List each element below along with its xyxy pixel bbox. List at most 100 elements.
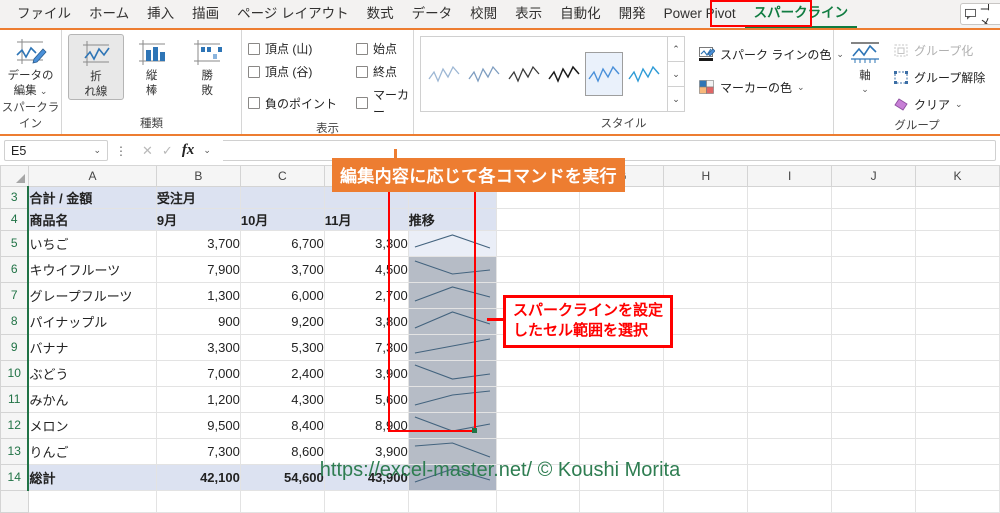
- cell-i9[interactable]: [747, 333, 833, 361]
- cell-c3[interactable]: [239, 185, 325, 209]
- menu-item-file[interactable]: ファイル: [17, 6, 71, 21]
- cell-i15[interactable]: [747, 489, 833, 513]
- cell-c12[interactable]: 8,400: [239, 411, 325, 439]
- insert-function-icon[interactable]: fx: [181, 142, 195, 158]
- cell-a10[interactable]: ぶどう: [27, 359, 157, 387]
- cell-k12[interactable]: [915, 411, 1000, 439]
- column-header-a[interactable]: A: [27, 166, 157, 187]
- cell-b12[interactable]: 9,500: [155, 411, 241, 439]
- cell-k14[interactable]: [915, 463, 1000, 491]
- cell-e13-sparkline[interactable]: [407, 437, 497, 465]
- menu-item-home[interactable]: ホーム: [89, 6, 130, 21]
- cell-j12[interactable]: [831, 411, 916, 439]
- gallery-more-button[interactable]: ⌄: [668, 87, 684, 111]
- cell-d11[interactable]: 5,600: [323, 385, 409, 413]
- cell-h11[interactable]: [663, 385, 749, 413]
- cell-b13[interactable]: 7,300: [155, 437, 241, 465]
- cell-i4[interactable]: [747, 207, 833, 231]
- style-thumb-1[interactable]: [425, 52, 463, 96]
- cell-h7[interactable]: [663, 281, 749, 309]
- cell-j4[interactable]: [831, 207, 916, 231]
- cell-a11[interactable]: みかん: [27, 385, 157, 413]
- row-header-11[interactable]: 11: [0, 385, 29, 413]
- column-header-h[interactable]: H: [663, 166, 749, 187]
- cell-g12[interactable]: [579, 411, 665, 439]
- column-header-i[interactable]: I: [747, 166, 833, 187]
- cell-h8[interactable]: [663, 307, 749, 335]
- cell-i14[interactable]: [747, 463, 833, 491]
- cell-e15[interactable]: [407, 489, 497, 513]
- cell-i8[interactable]: [747, 307, 833, 335]
- cell-e5-sparkline[interactable]: [407, 229, 497, 257]
- cell-h5[interactable]: [663, 229, 749, 257]
- cell-k4[interactable]: [915, 207, 1000, 231]
- cell-c5[interactable]: 6,700: [239, 229, 325, 257]
- edit-data-button[interactable]: データの 編集 ⌄: [6, 34, 55, 98]
- cell-d12[interactable]: 8,900: [323, 411, 409, 439]
- type-line-button[interactable]: 折 れ線: [68, 34, 124, 100]
- checkbox-markers[interactable]: マーカー: [356, 86, 418, 120]
- cell-i3[interactable]: [747, 185, 833, 209]
- cell-e12-sparkline[interactable]: [407, 411, 497, 439]
- cell-c11[interactable]: 4,300: [239, 385, 325, 413]
- cell-a13[interactable]: りんご: [27, 437, 157, 465]
- cancel-formula-icon[interactable]: ✕: [142, 142, 153, 158]
- cell-k7[interactable]: [915, 281, 1000, 309]
- row-header-12[interactable]: 12: [0, 411, 29, 439]
- cell-k3[interactable]: [915, 185, 1000, 209]
- cell-a3[interactable]: 合計 / 金額: [27, 185, 157, 209]
- menu-item-formulas[interactable]: 数式: [366, 6, 394, 21]
- cell-k6[interactable]: [915, 255, 1000, 283]
- cell-h15[interactable]: [663, 489, 749, 513]
- ungroup-button[interactable]: グループ解除: [890, 65, 989, 90]
- cell-a12[interactable]: メロン: [27, 411, 157, 439]
- cell-f5[interactable]: [495, 229, 581, 257]
- cell-i13[interactable]: [747, 437, 833, 465]
- cell-f10[interactable]: [495, 359, 581, 387]
- column-header-j[interactable]: J: [831, 166, 916, 187]
- cell-c8[interactable]: 9,200: [239, 307, 325, 335]
- menu-item-draw[interactable]: 描画: [192, 6, 220, 21]
- cell-j5[interactable]: [831, 229, 916, 257]
- cell-a14[interactable]: 総計: [27, 463, 157, 491]
- cell-b3[interactable]: 受注月: [155, 185, 241, 209]
- cell-b4[interactable]: 9月: [155, 207, 241, 231]
- cell-c10[interactable]: 2,400: [239, 359, 325, 387]
- cell-c14[interactable]: 54,600: [239, 463, 325, 491]
- cell-h9[interactable]: [663, 333, 749, 361]
- menu-item-view[interactable]: 表示: [515, 6, 543, 21]
- style-thumb-5[interactable]: [585, 52, 623, 96]
- cell-c4[interactable]: 10月: [239, 207, 325, 231]
- cell-f13[interactable]: [495, 437, 581, 465]
- cell-e8-sparkline[interactable]: [407, 307, 497, 335]
- menu-item-page-layout[interactable]: ページ レイアウト: [237, 6, 349, 21]
- cell-f12[interactable]: [495, 411, 581, 439]
- type-winloss-button[interactable]: 勝 敗: [179, 34, 235, 98]
- cell-a5[interactable]: いちご: [27, 229, 157, 257]
- cell-j3[interactable]: [831, 185, 916, 209]
- cell-i10[interactable]: [747, 359, 833, 387]
- menu-item-data[interactable]: データ: [411, 6, 453, 21]
- cell-e7-sparkline[interactable]: [407, 281, 497, 309]
- cell-b9[interactable]: 3,300: [155, 333, 241, 361]
- column-header-k[interactable]: K: [915, 166, 1000, 187]
- checkbox-last-point[interactable]: 終点: [356, 63, 418, 80]
- cell-i5[interactable]: [747, 229, 833, 257]
- cell-f15[interactable]: [495, 489, 581, 513]
- enter-formula-icon[interactable]: ✓: [161, 142, 173, 158]
- cell-h10[interactable]: [663, 359, 749, 387]
- cell-k11[interactable]: [915, 385, 1000, 413]
- cell-k13[interactable]: [915, 437, 1000, 465]
- cell-a9[interactable]: バナナ: [27, 333, 157, 361]
- cell-f6[interactable]: [495, 255, 581, 283]
- cell-f4[interactable]: [495, 207, 581, 231]
- cell-j11[interactable]: [831, 385, 916, 413]
- style-gallery-scrollbar[interactable]: ⌃ ⌄ ⌄: [667, 37, 684, 111]
- cell-k15[interactable]: [915, 489, 1000, 513]
- cell-b7[interactable]: 1,300: [155, 281, 241, 309]
- cell-j9[interactable]: [831, 333, 916, 361]
- cell-b8[interactable]: 900: [155, 307, 241, 335]
- cell-e4[interactable]: 推移: [407, 207, 497, 231]
- cell-j7[interactable]: [831, 281, 916, 309]
- cell-h3[interactable]: [663, 185, 749, 209]
